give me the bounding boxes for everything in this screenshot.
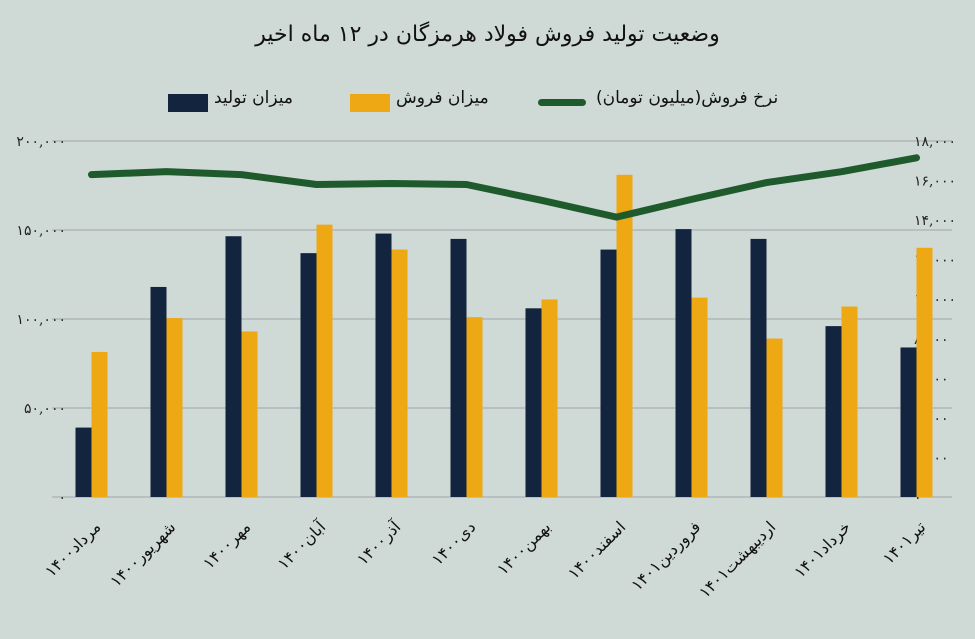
bar-production <box>300 253 317 497</box>
x-axis-label: اسفند۱۴۰۰ <box>564 517 629 582</box>
bar-production <box>150 286 167 497</box>
x-axis-label: آذر۱۴۰۰ <box>353 516 406 569</box>
left-axis-tick-label: ۱۵۰,۰۰۰ <box>16 223 66 239</box>
legend-label-production: میزان تولید <box>214 88 293 108</box>
bar-sales <box>91 351 108 497</box>
bar-production <box>75 427 92 497</box>
x-axis-label: فروردین۱۴۰۱ <box>627 517 705 595</box>
bar-production <box>675 229 692 498</box>
line-price <box>88 154 920 221</box>
bar-sales <box>841 306 858 497</box>
x-axis-label: شهریور۱۴۰۰ <box>106 517 180 591</box>
bar-production <box>225 236 242 498</box>
x-axis-label: دی۱۴۰۰ <box>428 517 480 569</box>
bar-production <box>375 233 392 497</box>
bar-sales <box>541 299 558 497</box>
bar-production <box>825 326 842 497</box>
bar-sales <box>391 249 408 497</box>
bar-sales <box>166 318 183 497</box>
x-axis-label: آبان۱۴۰۰ <box>274 516 331 573</box>
bar-production <box>450 238 467 497</box>
x-axis-label: مرداد۱۴۰۰ <box>41 517 105 581</box>
x-axis-label: خرداد۱۴۰۱ <box>790 517 855 582</box>
bar-sales <box>916 247 933 497</box>
legend-label-price: نرخ فروش(میلیون تومان) <box>596 88 779 108</box>
x-axis-label: بهمن۱۴۰۰ <box>493 517 555 579</box>
right-axis-tick-label: ۱۶,۰۰۰ <box>914 174 956 190</box>
bar-production <box>525 308 542 497</box>
bar-production <box>600 249 617 497</box>
bar-sales <box>466 317 483 497</box>
bar-production <box>900 347 917 497</box>
bar-sales <box>316 224 333 497</box>
bar-production <box>750 238 767 497</box>
left-axis-tick-label: ۲۰۰,۰۰۰ <box>16 134 66 150</box>
left-axis-tick-label: ۰ <box>58 490 66 506</box>
legend-label-sales: میزان فروش <box>396 88 489 108</box>
bar-sales <box>241 331 258 497</box>
legend-swatch-production <box>168 94 208 112</box>
bar-sales <box>616 174 633 497</box>
x-axis-label: مهر۱۴۰۰ <box>199 517 255 573</box>
chart-title: وضعیت تولید فروش فولاد هرمزگان در ۱۲ ماه… <box>255 22 720 47</box>
bar-sales <box>766 338 783 497</box>
legend-swatch-sales <box>350 94 390 112</box>
left-axis-tick-label: ۱۰۰,۰۰۰ <box>16 312 66 328</box>
x-axis-label: اردیبهشت۱۴۰۱ <box>695 517 780 602</box>
left-axis-tick-label: ۵۰,۰۰۰ <box>24 401 66 417</box>
bar-sales <box>691 297 708 497</box>
right-axis-tick-label: ۱۴,۰۰۰ <box>914 213 956 229</box>
legend-swatch-price <box>538 99 586 106</box>
right-axis-tick-label: ۰ <box>914 490 922 506</box>
right-axis-tick-label: ۱۸,۰۰۰ <box>914 134 956 150</box>
x-axis-label: تیر۱۴۰۱ <box>879 517 930 568</box>
